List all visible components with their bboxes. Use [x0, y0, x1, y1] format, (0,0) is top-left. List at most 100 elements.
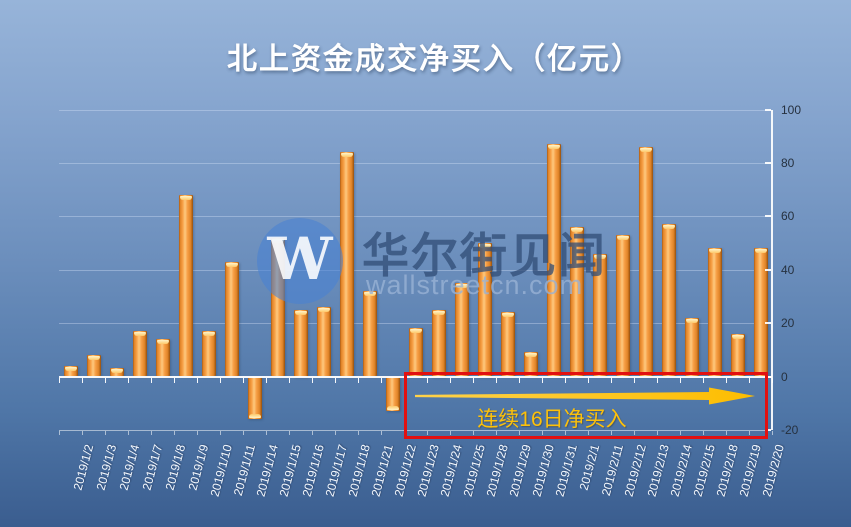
y-axis-label: 40 [781, 262, 795, 277]
x-axis-tick [588, 377, 589, 383]
gridline [59, 162, 771, 164]
bar-2019/2/11 [592, 253, 607, 377]
bar-2019/1/31 [546, 144, 561, 377]
x-axis-bottom-tick [174, 430, 175, 435]
x-axis-tick [381, 377, 382, 383]
zero-axis-line [59, 375, 772, 378]
x-axis-label: 2019/1/25 [460, 442, 488, 499]
x-axis-tick [174, 377, 175, 383]
x-axis-tick [427, 377, 428, 383]
bar-2019/2/12 [615, 234, 630, 377]
bar-2019/2/13 [638, 146, 653, 377]
x-axis-label: 2019/1/11 [230, 442, 258, 498]
bar-2019/1/14 [247, 376, 262, 420]
x-axis-label: 2019/2/18 [713, 442, 741, 499]
x-axis-bottom-tick [243, 430, 244, 435]
x-axis-tick [703, 377, 704, 383]
x-axis-tick [312, 377, 313, 383]
y-axis-tick [765, 428, 771, 431]
bar-2019/1/16 [293, 309, 308, 377]
x-axis-tick [726, 377, 727, 383]
y-axis-line [771, 109, 773, 430]
x-axis-tick [450, 377, 451, 383]
x-axis-tick [128, 377, 129, 383]
x-axis-label: 2019/1/10 [207, 442, 235, 499]
bar-2019/1/24 [431, 309, 446, 377]
x-axis-tick [496, 377, 497, 383]
gridline [59, 323, 771, 325]
x-axis-bottom-tick [266, 430, 267, 435]
annotation-box: 连续16日净买入 [404, 372, 768, 439]
gridline [59, 429, 771, 431]
x-axis-bottom-tick [473, 430, 474, 435]
y-axis-label: 60 [781, 209, 795, 224]
bar-2019/2/19 [730, 333, 745, 377]
x-axis-tick [680, 377, 681, 383]
y-axis-tick [765, 161, 771, 164]
right-arrow-icon [415, 387, 755, 405]
x-axis-label: 2019/1/29 [506, 442, 534, 499]
x-axis-bottom-tick [542, 430, 543, 435]
x-axis-bottom-tick [289, 430, 290, 435]
gridline [59, 109, 771, 111]
bar-2019/1/11 [224, 261, 239, 377]
x-axis-label: 2019/1/23 [414, 442, 442, 499]
bar-2019/1/17 [316, 307, 331, 377]
bar-2019/1/10 [201, 331, 216, 377]
x-axis-bottom-tick [312, 430, 313, 435]
x-axis-tick [611, 377, 612, 383]
y-axis-tick [765, 108, 771, 111]
bar-2019/1/30 [523, 352, 538, 377]
y-axis-label: 100 [781, 102, 802, 117]
x-axis-tick [519, 377, 520, 383]
bar-2019/1/18 [339, 152, 354, 377]
x-axis-bottom-tick [496, 430, 497, 435]
x-axis-tick [772, 377, 773, 383]
bar-2019/1/9 [178, 194, 193, 377]
watermark-w-logo: W [267, 225, 333, 293]
x-axis-bottom-tick [82, 430, 83, 435]
x-axis-bottom-tick [358, 430, 359, 435]
bar-2019/2/18 [707, 248, 722, 377]
bar-2019/1/4 [109, 368, 124, 377]
x-axis-bottom-tick [59, 430, 60, 435]
x-axis-label: 2019/1/3 [93, 442, 120, 492]
y-axis-tick [765, 268, 771, 271]
bar-2019/1/23 [408, 328, 423, 377]
x-axis-bottom-tick [197, 430, 198, 435]
x-axis-bottom-tick [128, 430, 129, 435]
x-axis-label: 2019/1/4 [116, 442, 143, 492]
x-axis-label: 2019/1/9 [185, 442, 212, 492]
y-axis-tick [765, 322, 771, 325]
x-axis-bottom-tick [726, 430, 727, 435]
watermark-url-text: wallstreetcn.com [366, 270, 584, 300]
x-axis-label: 2019/1/16 [299, 442, 327, 499]
x-axis-tick [335, 377, 336, 383]
x-axis-bottom-tick [657, 430, 658, 435]
x-axis-tick [220, 377, 221, 383]
x-axis-label: 2019/1/18 [345, 442, 373, 499]
bar-2019/1/7 [132, 331, 147, 377]
x-axis-label: 2019/1/7 [139, 442, 166, 492]
bar-2019/1/22 [385, 376, 400, 412]
x-axis-tick [59, 377, 60, 383]
x-axis-tick [473, 377, 474, 383]
bar-2019/1/29 [500, 312, 515, 377]
y-axis-label: -20 [781, 422, 799, 437]
x-axis-label: 2019/1/21 [368, 442, 396, 499]
x-axis-label: 2019/2/12 [621, 442, 649, 499]
x-axis-bottom-tick [335, 430, 336, 435]
x-axis-label: 2019/1/17 [322, 442, 350, 499]
x-axis-tick [749, 377, 750, 383]
x-axis-bottom-tick [381, 430, 382, 435]
x-axis-label: 2019/1/31 [552, 442, 580, 499]
x-axis-bottom-tick [220, 430, 221, 435]
x-axis-label: 2019/2/11 [598, 442, 626, 498]
x-axis-label: 2019/1/24 [437, 442, 465, 499]
bar-2019/2/20 [753, 248, 768, 377]
bar-2019/1/28 [477, 243, 492, 377]
x-axis-label: 2019/1/30 [529, 442, 557, 499]
x-axis-label: 2019/2/13 [644, 442, 672, 499]
x-axis-label: 2019/1/14 [253, 442, 281, 499]
